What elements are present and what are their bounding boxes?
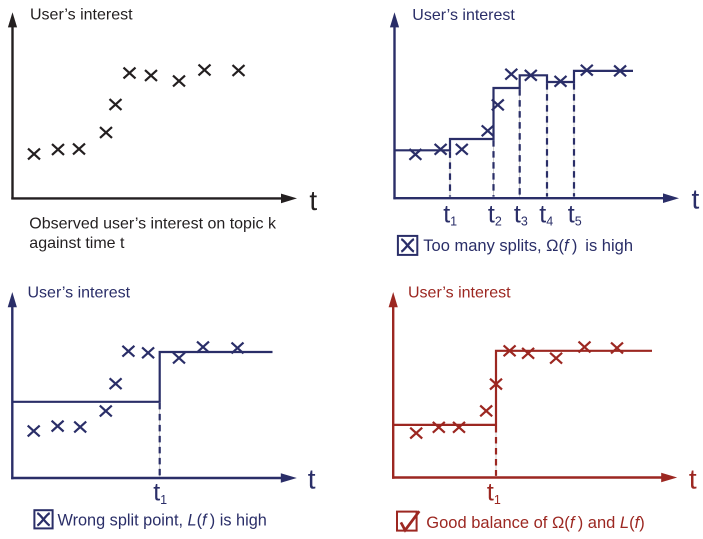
svg-text:Observed user’s interest on to: Observed user’s interest on topic k xyxy=(29,216,277,233)
svg-text:Good balance of Ω(f ) and L(f): Good balance of Ω(f ) and L(f) xyxy=(426,514,644,532)
svg-text:Too many splits, Ω(f ) is hig: Too many splits, Ω(f ) is high xyxy=(423,237,633,255)
svg-text:t: t xyxy=(692,184,700,215)
svg-text:t: t xyxy=(309,185,317,216)
svg-text:User’s interest: User’s interest xyxy=(412,7,515,24)
svg-text:against time t: against time t xyxy=(29,235,125,252)
svg-text:User’s interest: User’s interest xyxy=(28,284,131,301)
svg-text:User’s interest: User’s interest xyxy=(408,284,511,301)
svg-text:User’s interest: User’s interest xyxy=(30,7,133,24)
svg-text:t: t xyxy=(308,464,316,495)
svg-text:t: t xyxy=(689,463,697,494)
svg-text:Wrong split point, L(f ) is hi: Wrong split point, L(f ) is high xyxy=(58,511,267,529)
